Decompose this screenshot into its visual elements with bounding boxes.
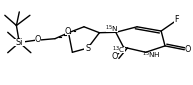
Text: O: O — [185, 45, 191, 54]
Text: O: O — [34, 35, 41, 44]
FancyBboxPatch shape — [14, 39, 25, 46]
FancyBboxPatch shape — [84, 45, 92, 51]
FancyBboxPatch shape — [106, 26, 118, 32]
FancyBboxPatch shape — [174, 17, 179, 23]
FancyBboxPatch shape — [185, 47, 191, 52]
FancyBboxPatch shape — [144, 53, 159, 58]
Text: O: O — [112, 52, 118, 61]
Text: Si: Si — [16, 38, 23, 47]
Text: S: S — [85, 44, 90, 53]
Text: $^{15}$N: $^{15}$N — [105, 23, 119, 35]
FancyBboxPatch shape — [112, 47, 125, 53]
Text: F: F — [174, 15, 179, 24]
Text: $^{15}$NH: $^{15}$NH — [142, 50, 161, 61]
Text: O: O — [64, 27, 71, 36]
FancyBboxPatch shape — [35, 37, 41, 43]
FancyBboxPatch shape — [65, 29, 70, 35]
Text: $^{13}$C: $^{13}$C — [112, 45, 125, 56]
FancyBboxPatch shape — [112, 54, 118, 59]
